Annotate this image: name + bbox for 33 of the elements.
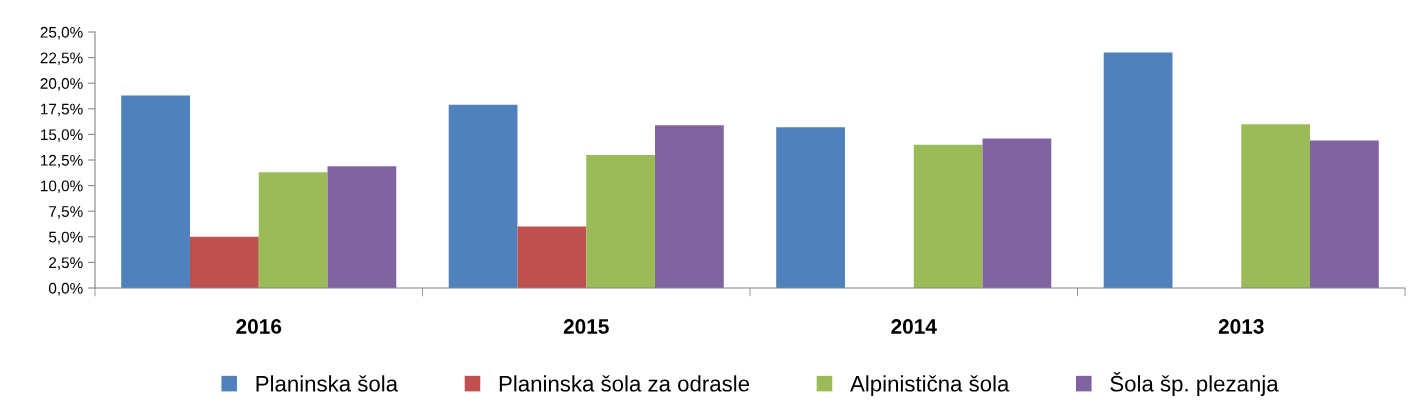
bar: [517, 226, 587, 288]
x-tick-label: 2013: [1218, 319, 1264, 334]
y-tick-label: 12,5%: [41, 154, 83, 168]
bar: [258, 172, 328, 288]
y-tick-label: 20,0%: [40, 78, 83, 91]
y-tick-label: 25,0%: [40, 26, 83, 40]
legend-label: Planinska šola za odrasle: [499, 375, 750, 392]
y-tick-label: 2,5%: [49, 257, 83, 270]
bar: [189, 236, 259, 288]
x-tick-label: 2014: [891, 319, 937, 334]
y-tick-label: 5,0%: [48, 231, 83, 245]
bar: [1241, 124, 1311, 288]
bar: [1310, 140, 1379, 288]
bar: [327, 166, 397, 288]
bar: [982, 138, 1052, 288]
bar: [121, 95, 190, 288]
x-tick-label: 2015: [563, 319, 609, 334]
bar: [913, 144, 983, 288]
y-tick-label: 0,0%: [48, 282, 83, 296]
x-tick-label: 2016: [236, 319, 282, 334]
bar: [655, 125, 724, 288]
legend-label: Planinska šola: [256, 375, 399, 392]
bar: [1103, 52, 1173, 288]
legend-label: Alpinistična šola: [850, 375, 1010, 396]
bar: [586, 154, 656, 288]
bar: [776, 127, 845, 288]
y-tick-label: 22,5%: [40, 52, 83, 66]
legend-label: Šola šp. plezanja: [1110, 371, 1279, 396]
bar: [448, 104, 518, 288]
y-tick-label: 7,5%: [49, 206, 83, 219]
y-tick-label: 17,5%: [41, 103, 83, 117]
y-tick-label: 15,0%: [41, 129, 83, 142]
y-tick-label: 10,0%: [41, 180, 83, 194]
